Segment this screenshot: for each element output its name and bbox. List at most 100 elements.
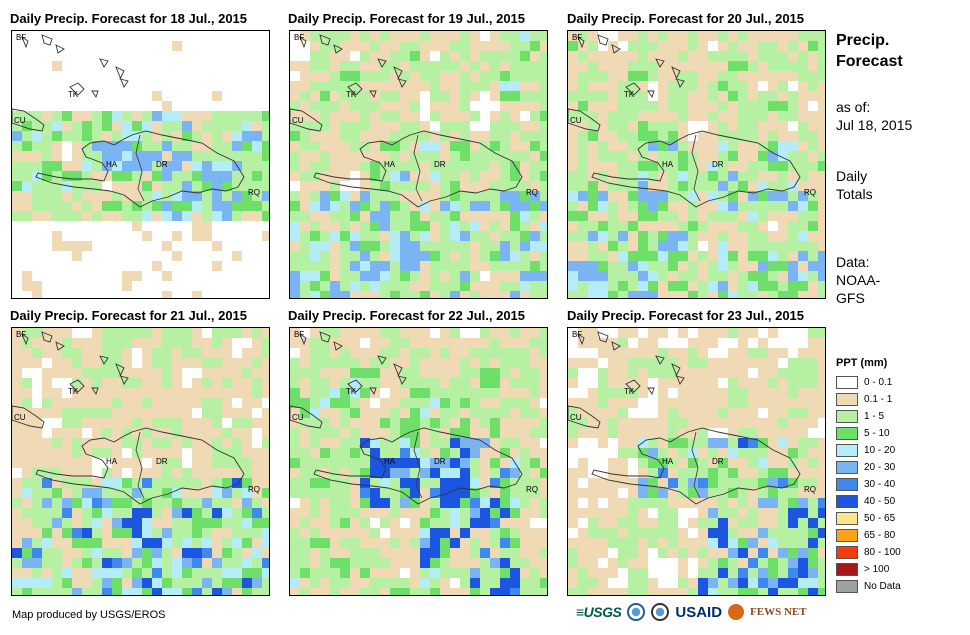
precip-cell bbox=[578, 568, 588, 578]
precip-cell bbox=[798, 191, 808, 201]
precip-cell bbox=[340, 488, 350, 498]
precip-cell bbox=[22, 508, 32, 518]
precip-cell bbox=[222, 191, 232, 201]
precip-cell bbox=[132, 211, 142, 221]
precip-cell bbox=[608, 181, 618, 191]
precip-cell bbox=[608, 151, 618, 161]
precip-cell bbox=[242, 508, 252, 518]
precip-cell bbox=[648, 221, 658, 231]
precip-cell bbox=[628, 111, 638, 121]
precip-cell bbox=[808, 201, 818, 211]
precip-cell bbox=[132, 398, 142, 408]
precip-cell bbox=[460, 428, 470, 438]
precip-cell bbox=[420, 418, 430, 428]
precip-cell bbox=[390, 41, 400, 51]
precip-cell bbox=[658, 61, 668, 71]
precip-cell bbox=[340, 291, 350, 298]
precip-cell bbox=[92, 578, 102, 588]
precip-cell bbox=[440, 201, 450, 211]
precip-cell bbox=[500, 101, 510, 111]
precip-cell bbox=[92, 508, 102, 518]
precip-cell bbox=[798, 368, 808, 378]
precip-cell bbox=[340, 378, 350, 388]
precip-cell bbox=[598, 91, 608, 101]
precip-cell bbox=[540, 251, 547, 261]
precip-cell bbox=[72, 568, 82, 578]
precip-cell bbox=[718, 538, 728, 548]
precip-cell bbox=[182, 478, 192, 488]
precip-cell bbox=[480, 498, 490, 508]
precip-cell bbox=[132, 488, 142, 498]
precip-cell bbox=[618, 161, 628, 171]
precip-cell bbox=[460, 131, 470, 141]
precip-cell bbox=[598, 578, 608, 588]
precip-cell bbox=[618, 121, 628, 131]
precip-cell bbox=[648, 231, 658, 241]
precip-cell bbox=[390, 498, 400, 508]
precip-cell bbox=[390, 111, 400, 121]
precip-cell bbox=[728, 141, 738, 151]
precip-cell bbox=[648, 151, 658, 161]
precip-cell bbox=[568, 121, 578, 131]
precip-cell bbox=[430, 468, 440, 478]
precip-cell bbox=[698, 181, 708, 191]
precip-cell bbox=[788, 251, 798, 261]
precip-cell bbox=[350, 458, 360, 468]
precip-cell bbox=[32, 131, 42, 141]
precip-cell bbox=[360, 71, 370, 81]
precip-cell bbox=[798, 548, 808, 558]
precip-cell bbox=[678, 348, 688, 358]
precip-cell bbox=[798, 438, 808, 448]
precip-cell bbox=[370, 241, 380, 251]
precip-cell bbox=[182, 161, 192, 171]
precip-cell bbox=[162, 101, 172, 111]
precip-cell bbox=[252, 588, 262, 595]
precip-cell bbox=[658, 41, 668, 51]
precip-cell bbox=[82, 121, 92, 131]
precip-cell bbox=[390, 408, 400, 418]
precip-cell bbox=[262, 111, 269, 121]
precip-cell bbox=[172, 468, 182, 478]
precip-cell bbox=[628, 388, 638, 398]
precip-cell bbox=[618, 231, 628, 241]
precip-cell bbox=[808, 558, 818, 568]
precip-cell bbox=[578, 221, 588, 231]
precip-cell bbox=[808, 211, 818, 221]
precip-cell bbox=[72, 348, 82, 358]
precip-cell bbox=[598, 191, 608, 201]
precip-cell bbox=[22, 548, 32, 558]
precip-cell bbox=[112, 368, 122, 378]
precip-cell bbox=[22, 121, 32, 131]
precip-cell bbox=[450, 448, 460, 458]
precip-cell bbox=[510, 31, 520, 41]
precip-cell bbox=[370, 368, 380, 378]
precip-cell bbox=[798, 91, 808, 101]
precip-cell bbox=[340, 271, 350, 281]
precip-cell bbox=[410, 398, 420, 408]
precip-cell bbox=[768, 291, 778, 298]
precip-cell bbox=[300, 458, 310, 468]
ha-dr-border bbox=[413, 134, 423, 202]
precip-cell bbox=[520, 31, 530, 41]
precip-cell bbox=[330, 548, 340, 558]
precip-cell bbox=[500, 201, 510, 211]
precip-cell bbox=[618, 211, 628, 221]
precip-cell bbox=[262, 171, 269, 181]
precip-cell bbox=[668, 51, 678, 61]
precip-cell bbox=[608, 161, 618, 171]
precip-cell bbox=[32, 568, 42, 578]
precip-cell bbox=[142, 231, 152, 241]
precip-cell bbox=[390, 398, 400, 408]
precip-cell bbox=[520, 578, 530, 588]
precip-cell bbox=[628, 328, 638, 338]
precip-cell bbox=[410, 281, 420, 291]
precip-cell bbox=[480, 408, 490, 418]
precip-cell bbox=[252, 548, 262, 558]
precip-cell bbox=[698, 161, 708, 171]
precip-cell bbox=[718, 171, 728, 181]
precip-cell bbox=[22, 358, 32, 368]
precip-cell bbox=[400, 428, 410, 438]
precip-cell bbox=[430, 71, 440, 81]
precip-cell bbox=[252, 171, 262, 181]
